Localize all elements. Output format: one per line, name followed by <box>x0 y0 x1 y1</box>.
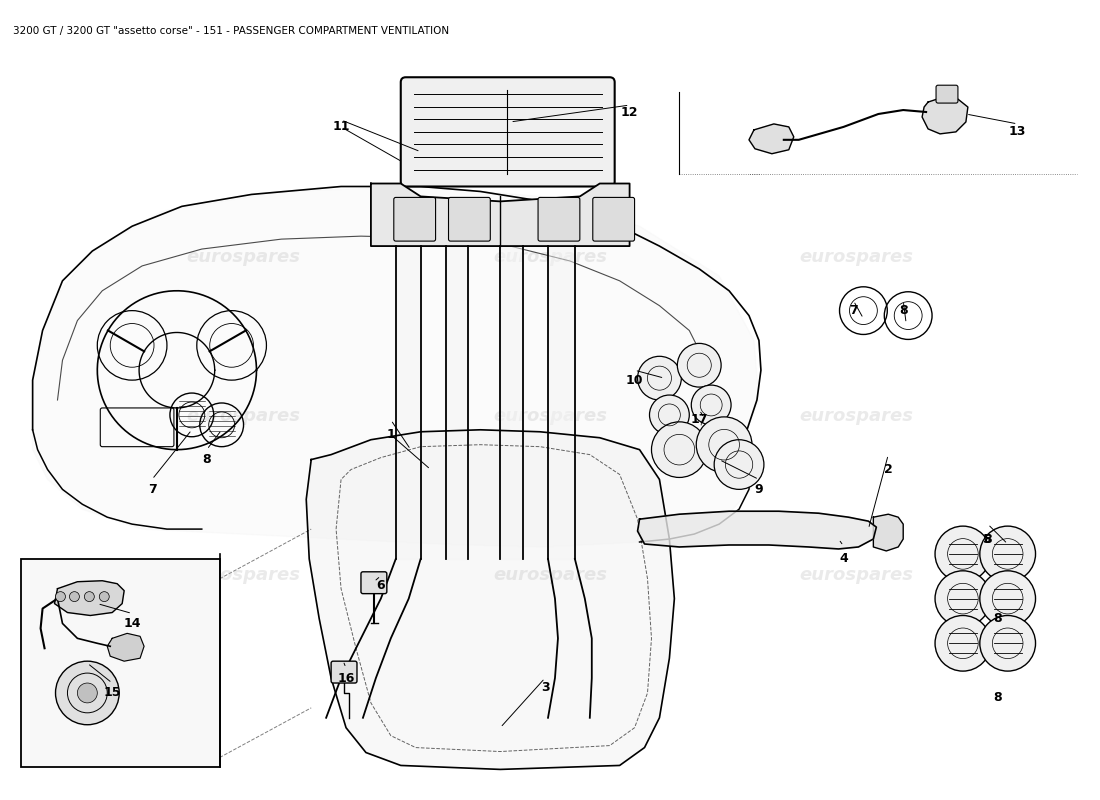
Polygon shape <box>306 430 674 770</box>
Circle shape <box>935 615 991 671</box>
Polygon shape <box>107 634 144 661</box>
Circle shape <box>678 343 722 387</box>
FancyBboxPatch shape <box>593 198 635 241</box>
Text: eurospares: eurospares <box>493 248 607 266</box>
Text: 14: 14 <box>123 617 141 630</box>
Text: 6: 6 <box>376 579 385 592</box>
FancyBboxPatch shape <box>331 661 358 683</box>
Circle shape <box>85 592 95 602</box>
Text: 8: 8 <box>983 533 992 546</box>
Text: 8: 8 <box>993 691 1002 705</box>
Text: eurospares: eurospares <box>493 566 607 584</box>
Circle shape <box>55 661 119 725</box>
Circle shape <box>980 571 1035 626</box>
Polygon shape <box>446 246 469 559</box>
Text: 5: 5 <box>983 533 992 546</box>
Text: 15: 15 <box>103 686 121 699</box>
Circle shape <box>638 356 681 400</box>
Polygon shape <box>873 514 903 551</box>
Polygon shape <box>55 581 124 615</box>
Text: 7: 7 <box>147 483 156 496</box>
Circle shape <box>99 592 109 602</box>
Text: 8: 8 <box>899 304 907 317</box>
Text: 10: 10 <box>626 374 644 386</box>
Polygon shape <box>33 186 759 547</box>
Circle shape <box>714 440 763 490</box>
Text: eurospares: eurospares <box>800 407 913 425</box>
Polygon shape <box>922 97 968 134</box>
Polygon shape <box>371 183 629 246</box>
Circle shape <box>55 592 66 602</box>
Circle shape <box>935 571 991 626</box>
Circle shape <box>77 683 97 703</box>
Polygon shape <box>548 246 575 559</box>
Text: 2: 2 <box>884 463 893 476</box>
Text: 11: 11 <box>332 121 350 134</box>
Text: eurospares: eurospares <box>187 407 300 425</box>
Text: 8: 8 <box>202 453 211 466</box>
Text: 3200 GT / 3200 GT "assetto corse" - 151 - PASSENGER COMPARTMENT VENTILATION: 3200 GT / 3200 GT "assetto corse" - 151 … <box>13 26 449 35</box>
Text: 8: 8 <box>993 612 1002 625</box>
Circle shape <box>696 417 752 473</box>
Text: 1: 1 <box>386 428 395 442</box>
Text: 4: 4 <box>839 552 848 566</box>
FancyBboxPatch shape <box>538 198 580 241</box>
Circle shape <box>935 526 991 582</box>
Circle shape <box>691 385 732 425</box>
Text: 16: 16 <box>338 671 354 685</box>
Text: eurospares: eurospares <box>800 248 913 266</box>
Text: 17: 17 <box>691 414 708 426</box>
Polygon shape <box>396 246 420 559</box>
Text: 3: 3 <box>541 682 549 694</box>
Text: 13: 13 <box>1009 126 1026 138</box>
FancyBboxPatch shape <box>400 78 615 186</box>
Text: eurospares: eurospares <box>187 248 300 266</box>
FancyBboxPatch shape <box>394 198 436 241</box>
Text: 7: 7 <box>849 304 858 317</box>
Circle shape <box>69 592 79 602</box>
Circle shape <box>651 422 707 478</box>
Text: eurospares: eurospares <box>187 566 300 584</box>
Text: eurospares: eurospares <box>800 566 913 584</box>
Text: 12: 12 <box>620 106 638 118</box>
FancyBboxPatch shape <box>936 86 958 103</box>
Circle shape <box>980 526 1035 582</box>
FancyBboxPatch shape <box>361 572 387 594</box>
Polygon shape <box>749 124 794 154</box>
Text: eurospares: eurospares <box>493 407 607 425</box>
FancyBboxPatch shape <box>449 198 491 241</box>
Circle shape <box>980 615 1035 671</box>
Circle shape <box>649 395 690 434</box>
Text: 9: 9 <box>755 483 763 496</box>
Bar <box>21 559 220 767</box>
Polygon shape <box>638 511 877 549</box>
Polygon shape <box>500 246 524 559</box>
